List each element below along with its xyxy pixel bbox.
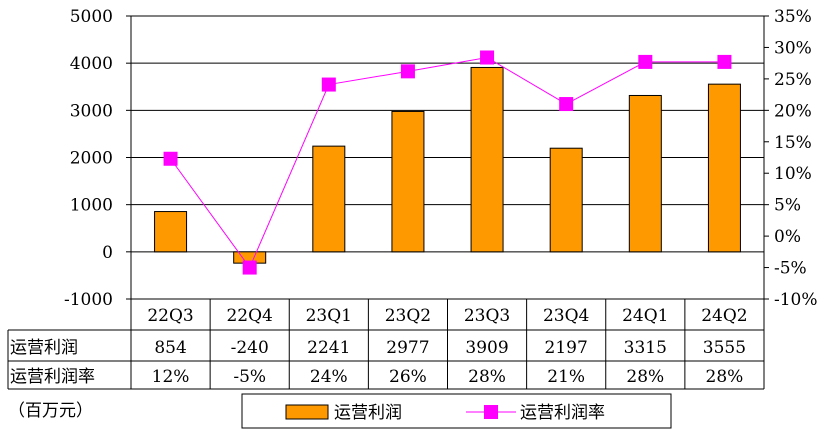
line-series [163, 50, 732, 275]
bar [549, 147, 583, 253]
y-right-tick-label: 0% [774, 227, 801, 247]
table-cell: 28% [626, 367, 664, 387]
axes: -1000 0 1000 2000 3000 4000 5000 -10% -5% 0% 5% 10%… [64, 7, 818, 310]
margin-point [163, 151, 178, 166]
y-right-tick-label: 20% [774, 101, 812, 121]
y-left-tick-label: 0 [102, 243, 113, 263]
table-cell: 854 [154, 338, 186, 358]
y-left-tick-label: 3000 [70, 101, 113, 121]
table-cell: 3315 [624, 338, 667, 358]
y-left-tick-label: -1000 [64, 290, 113, 310]
y-right-tick-label: 35% [774, 7, 812, 27]
y-left-tick-label: 1000 [70, 196, 113, 216]
x-tick-label: 24Q2 [701, 306, 747, 326]
bar [707, 83, 741, 253]
bar [312, 145, 346, 253]
x-tick-label: 23Q1 [306, 306, 352, 326]
legend-bar-swatch [285, 404, 329, 420]
margin-point [321, 77, 336, 92]
table-cell: -5% [233, 367, 266, 387]
table-cell: 12% [152, 367, 190, 387]
margin-point [638, 54, 653, 69]
margin-point [559, 97, 574, 112]
y-left-tick-label: 4000 [70, 54, 113, 74]
bar [628, 94, 662, 253]
gridlines [131, 15, 764, 253]
table-cell: 2197 [545, 338, 588, 358]
unit-note: （百万元） [8, 401, 93, 421]
y-right-tick-label: 30% [774, 38, 812, 58]
y-right-tick-label: 10% [774, 164, 812, 184]
table-cell: 21% [547, 367, 585, 387]
x-tick-label: 22Q3 [147, 306, 193, 326]
x-tick-label: 23Q2 [385, 306, 431, 326]
table-cell: 24% [310, 367, 348, 387]
margin-point [242, 260, 257, 275]
y-right-tick-label: -5% [774, 259, 807, 279]
table-row-label: 运营利润 [10, 338, 78, 358]
legend: 运营利润 运营利润率 [241, 393, 672, 429]
legend-line-label: 运营利润率 [520, 403, 605, 423]
table-cell: 26% [389, 367, 427, 387]
y-right-tick-label: 5% [774, 196, 801, 216]
y-right-tick-label: 25% [774, 70, 812, 90]
table-cell: 3555 [703, 338, 746, 358]
table-cell: 28% [706, 367, 744, 387]
x-tick-label: 24Q1 [622, 306, 668, 326]
bar [391, 110, 425, 253]
table-cell: 3909 [465, 338, 508, 358]
bar-series [154, 66, 741, 264]
y-left-tick-label: 2000 [70, 149, 113, 169]
bar [154, 211, 188, 253]
y-left-tick-label: 5000 [70, 7, 113, 27]
table-cell: 2977 [386, 338, 429, 358]
y-right-tick-label: 15% [774, 133, 812, 153]
margin-point [400, 64, 415, 79]
table-row-label: 运营利润率 [10, 367, 95, 387]
margin-point [480, 50, 495, 65]
table-cell: 28% [468, 367, 506, 387]
data-table: 22Q3 22Q4 23Q1 23Q2 23Q3 23Q4 24Q1 24Q2 运营利润 854 -… [7, 298, 765, 390]
x-tick-label: 23Q4 [543, 306, 589, 326]
table-cell: -240 [231, 338, 269, 358]
y-right-tick-label: -10% [774, 290, 818, 310]
table-cell: 2241 [307, 338, 350, 358]
margin-line [170, 56, 725, 269]
x-tick-label: 23Q3 [464, 306, 510, 326]
x-tick-label: 22Q4 [226, 306, 272, 326]
legend-bar-label: 运营利润 [334, 403, 402, 423]
legend-line-marker [484, 405, 498, 419]
margin-point [717, 54, 732, 69]
bar [470, 66, 504, 253]
